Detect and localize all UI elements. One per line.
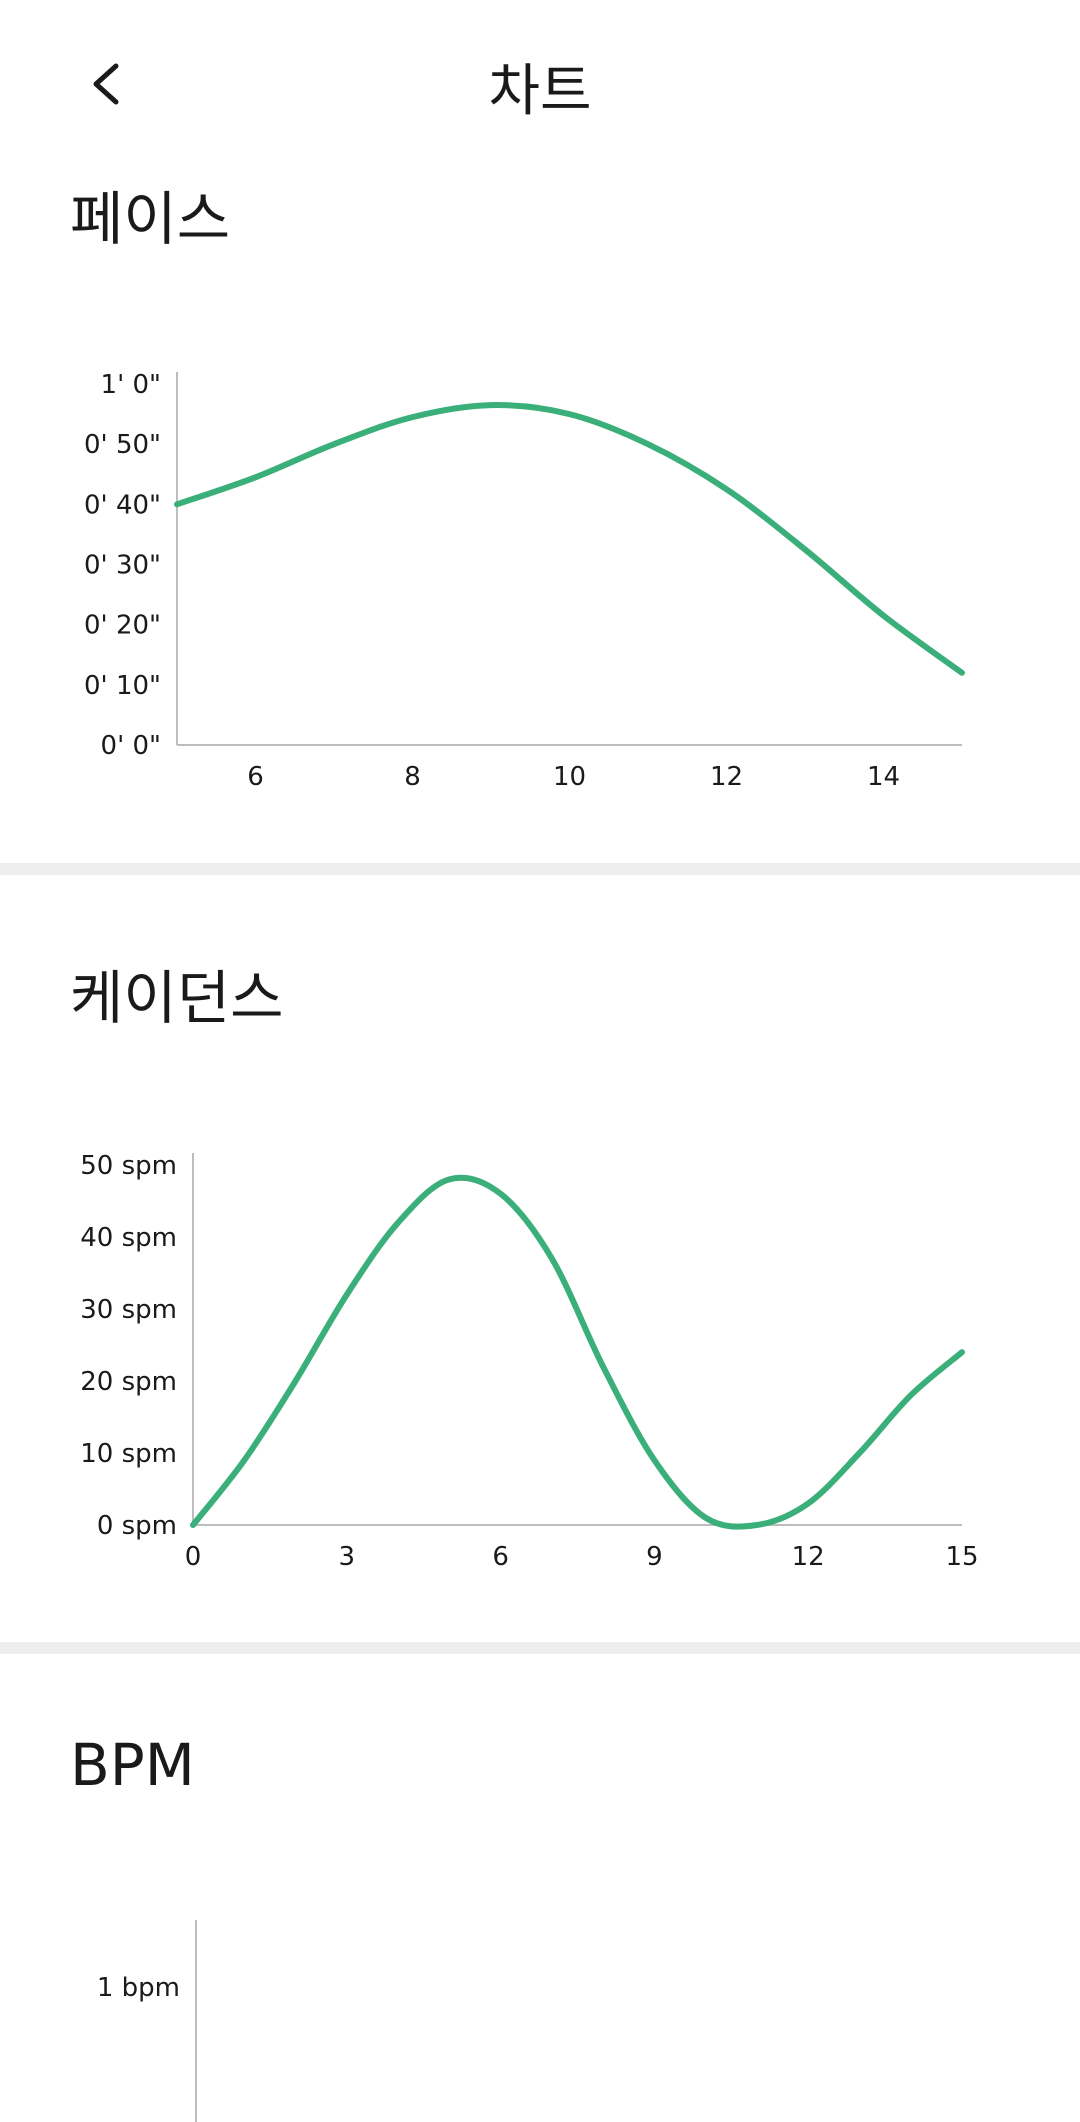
pace-x-tick-label: 14 (867, 762, 900, 792)
pace-y-tick-label: 0' 40" (84, 490, 161, 520)
section-divider (0, 1642, 1080, 1654)
cadence-y-tick-label: 10 spm (80, 1439, 177, 1469)
cadence-section-title: 케이던스 (70, 964, 284, 1032)
cadence-x-tick-label: 9 (646, 1542, 663, 1572)
back-button[interactable] (80, 48, 140, 118)
cadence-y-tick-label: 0 spm (97, 1511, 177, 1541)
pace-x-tick-label: 6 (247, 762, 264, 792)
bpm-y-tick-label: 1 bpm (97, 1973, 180, 2003)
cadence-x-tick-label: 6 (492, 1542, 509, 1572)
cadence-y-tick-label: 20 spm (80, 1367, 177, 1397)
pace-y-tick-label: 0' 20" (84, 611, 161, 641)
cadence-y-tick-label: 30 spm (80, 1295, 177, 1325)
page-title: 차트 (488, 59, 592, 124)
pace-y-tick-label: 0' 50" (84, 430, 161, 460)
cadence-x-tick-label: 12 (792, 1542, 825, 1572)
pace-y-tick-label: 0' 30" (84, 551, 161, 581)
cadence-y-tick-label: 40 spm (80, 1223, 177, 1253)
pace-chart: 0' 0" 0' 10" 0' 20" 0' 30" 0' 40" 0' 50" 1' 0"… (84, 370, 965, 792)
app-header: 차트 (0, 0, 1080, 170)
pace-y-tick-label: 1' 0" (101, 370, 161, 400)
cadence-x-tick-label: 15 (945, 1542, 978, 1572)
cadence-x-tick-label: 3 (339, 1542, 356, 1572)
cadence-series-line (190, 1174, 965, 1530)
bpm-chart: 1 bpm (97, 1920, 197, 2122)
pace-x-tick-label: 8 (404, 762, 421, 792)
section-divider (0, 863, 1080, 875)
chevron-left-icon (93, 63, 119, 105)
pace-x-tick-label: 12 (710, 762, 743, 792)
cadence-x-tick-label: 0 (185, 1542, 202, 1572)
pace-y-tick-label: 0' 0" (101, 731, 161, 761)
cadence-y-tick-label: 50 spm (80, 1151, 177, 1181)
bpm-section-title: BPM (70, 1731, 195, 1799)
pace-y-tick-label: 0' 10" (84, 671, 161, 701)
pace-section-title: 페이스 (70, 185, 231, 253)
pace-series-line (174, 402, 965, 676)
cadence-chart: 0 spm 10 spm 20 spm 30 spm 40 spm 50 spm 0 3 6 9 1… (80, 1151, 978, 1572)
pace-x-tick-label: 10 (553, 762, 586, 792)
